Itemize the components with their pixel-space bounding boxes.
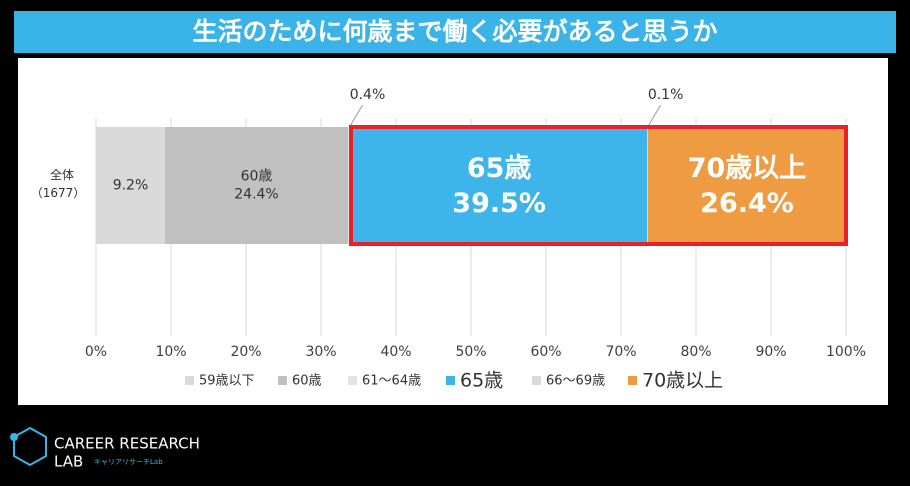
bar-segment: [351, 127, 648, 244]
x-tick-label: 50%: [455, 344, 486, 360]
legend-label: 66～69歳: [546, 374, 605, 389]
logo-text: CAREER RESEARCH: [54, 435, 200, 453]
logo-dot: [10, 433, 18, 441]
x-tick-label: 90%: [755, 344, 786, 360]
legend-swatch: [446, 376, 455, 385]
title-banner: [14, 11, 896, 53]
legend-swatch: [185, 376, 194, 385]
x-tick-label: 20%: [230, 344, 261, 360]
legend-label: 60歳: [292, 374, 322, 389]
logo-text: LAB: [54, 453, 83, 471]
logo: CAREER RESEARCH LAB キャリアリサーチLab: [10, 426, 200, 471]
x-tick-label: 10%: [155, 344, 186, 360]
legend-swatch: [532, 376, 541, 385]
data-label-name: 70歳以上: [688, 153, 807, 184]
legend-label: 59歳以下: [199, 374, 255, 389]
x-tick-label: 60%: [530, 344, 561, 360]
bar-segment: [96, 127, 165, 244]
data-label: 9.2%: [113, 178, 149, 194]
data-label: 0.4%: [350, 87, 386, 103]
data-label: 26.4%: [700, 188, 794, 219]
data-label-name: 65歳: [467, 153, 532, 184]
legend-swatch: [278, 376, 287, 385]
x-tick-label: 40%: [380, 344, 411, 360]
legend-label: 70歳以上: [642, 370, 723, 392]
bar-segment: [647, 127, 648, 244]
data-label-name: 60歳: [241, 169, 273, 185]
y-tick-label: 全体: [50, 167, 74, 182]
leader-line: [647, 104, 662, 128]
data-label: 39.5%: [452, 188, 546, 219]
bar-segment: [165, 127, 348, 244]
chart-title: 生活のために何歳まで働く必要があると思うか: [192, 17, 717, 46]
x-tick-label: 100%: [826, 344, 866, 360]
x-tick-label: 30%: [305, 344, 336, 360]
leader-line: [349, 104, 363, 128]
data-label: 24.4%: [234, 187, 278, 203]
y-tick-label: （1677）: [31, 186, 86, 200]
legend-swatch: [628, 376, 637, 385]
logo-subtitle: キャリアリサーチLab: [94, 458, 163, 466]
bar-segment: [648, 127, 846, 244]
x-tick-label: 70%: [605, 344, 636, 360]
x-tick-label: 0%: [85, 344, 107, 360]
highlight-frame: [349, 125, 848, 246]
legend-swatch: [348, 376, 357, 385]
legend-label: 65歳: [460, 370, 503, 392]
x-tick-label: 80%: [680, 344, 711, 360]
legend-label: 61～64歳: [362, 374, 421, 389]
data-label: 0.1%: [648, 87, 684, 103]
